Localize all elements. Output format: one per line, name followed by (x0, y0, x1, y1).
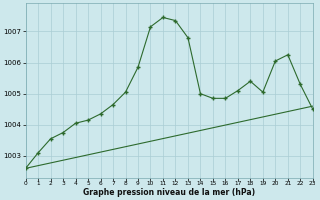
X-axis label: Graphe pression niveau de la mer (hPa): Graphe pression niveau de la mer (hPa) (83, 188, 255, 197)
